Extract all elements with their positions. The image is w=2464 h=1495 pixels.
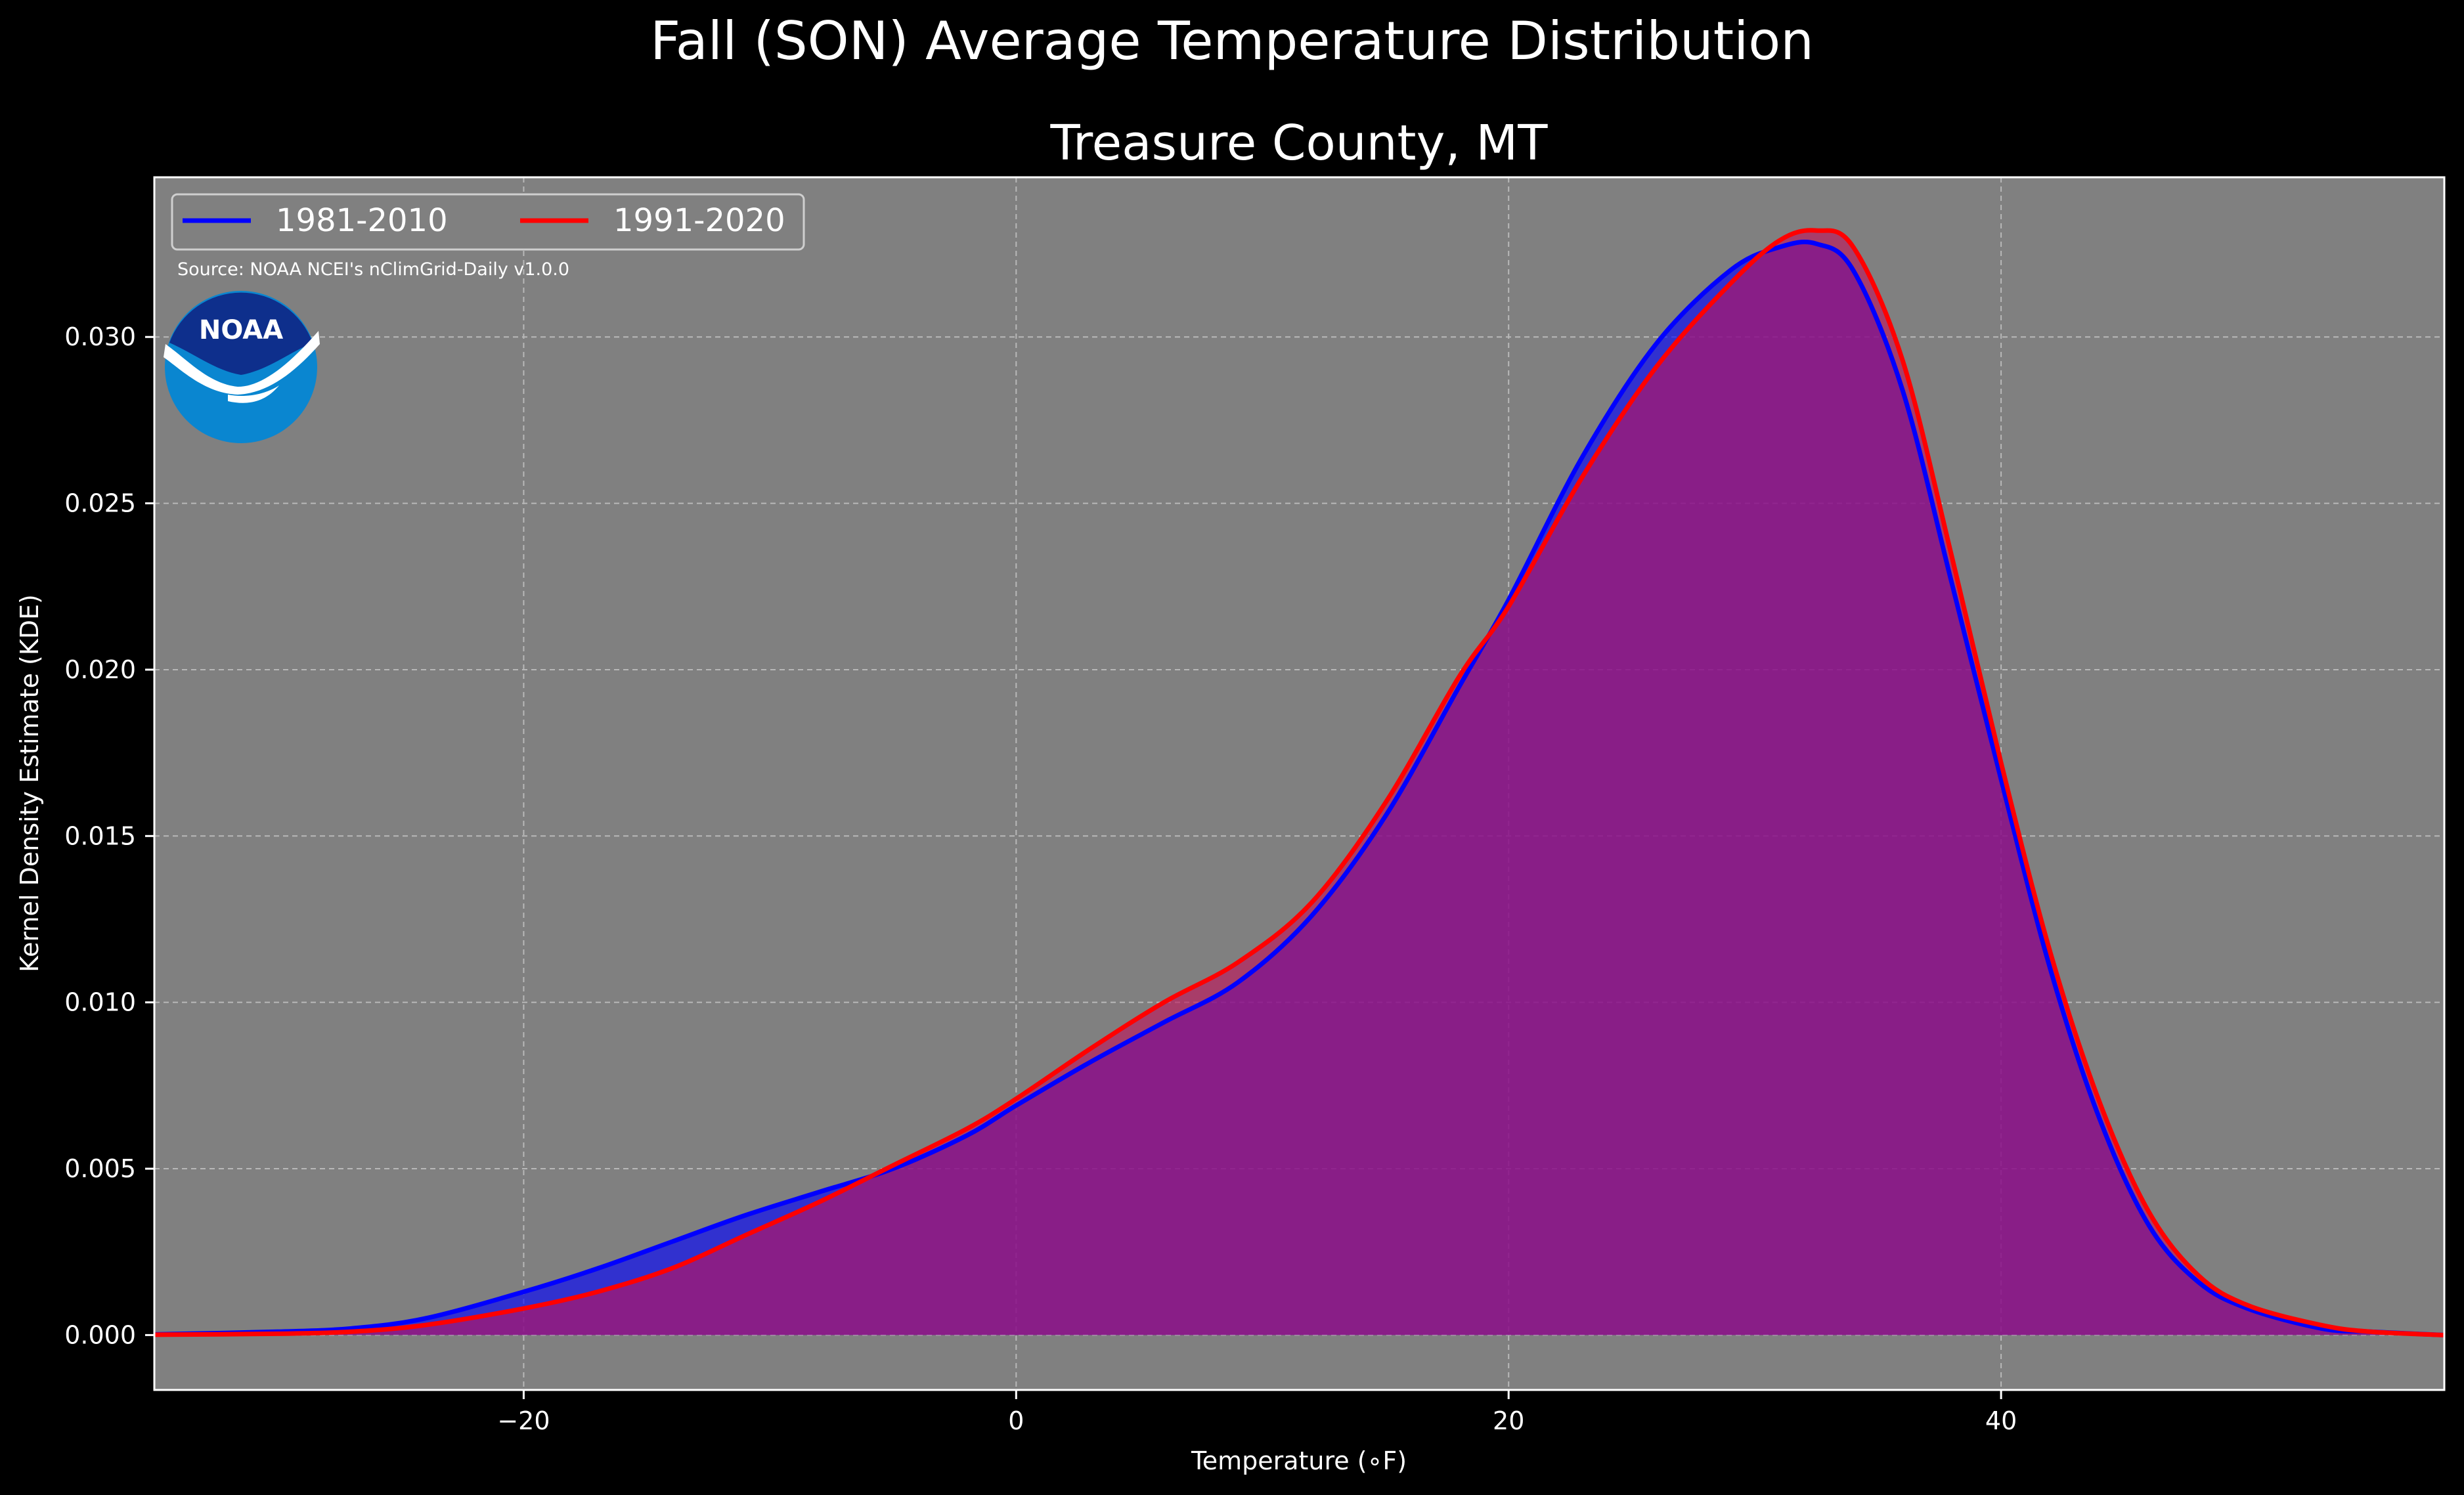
x-tick-label: 20 xyxy=(1493,1406,1524,1435)
y-tick-label: 0.020 xyxy=(64,655,136,684)
y-tick-label: 0.010 xyxy=(64,988,136,1017)
y-tick-label: 0.030 xyxy=(64,322,136,351)
source-note: Source: NOAA NCEI's nClimGrid-Daily v1.0… xyxy=(177,259,569,280)
plot-frame xyxy=(153,176,2446,1391)
y-tick-label: 0.015 xyxy=(64,821,136,850)
noaa-logo: NOAA xyxy=(164,291,320,443)
x-tick-label: 0 xyxy=(1008,1406,1024,1435)
chart-title: Treasure County, MT xyxy=(1050,115,1549,171)
series-line-1991-2020 xyxy=(154,228,2444,1337)
y-axis-label: Kernel Density Estimate (KDE) xyxy=(15,594,44,972)
x-tick-label: 40 xyxy=(1985,1406,2017,1435)
series-layer xyxy=(154,228,2444,1337)
y-tick-label: 0.025 xyxy=(64,489,136,518)
area-fill-1991-2020 xyxy=(154,230,2444,1335)
x-axis-label: Temperature (∘F) xyxy=(1191,1446,1407,1475)
legend-box xyxy=(171,193,805,251)
legend-label-1981-2010: 1981-2010 xyxy=(276,202,448,239)
ticks: −20 0 20 40 0.000 0.005 0.010 0.015 0.020 0.025 0.… xyxy=(64,322,2017,1435)
noaa-logo-text: NOAA xyxy=(199,315,283,345)
legend: 1981-2010 1991-2020 xyxy=(171,193,805,251)
x-tick-label: −20 xyxy=(497,1406,550,1435)
series-line-1981-2010 xyxy=(154,240,2444,1337)
legend-label-1991-2020: 1991-2020 xyxy=(613,202,785,239)
figure-suptitle: Fall (SON) Average Temperature Distribut… xyxy=(650,11,1814,72)
y-tick-label: 0.005 xyxy=(64,1154,136,1183)
y-tick-label: 0.000 xyxy=(64,1320,136,1349)
